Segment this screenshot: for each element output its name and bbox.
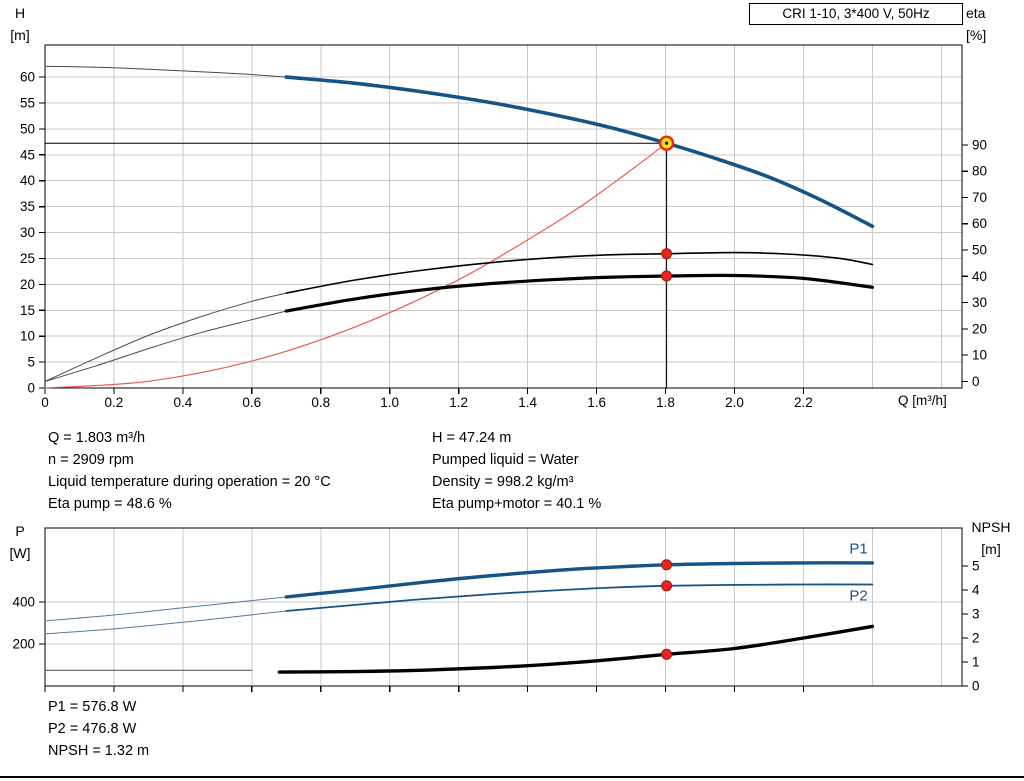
tick-label: 0: [27, 381, 35, 396]
tick-label: 0.2: [105, 395, 124, 410]
eta-pump-curve: [285, 251, 874, 294]
tick-label: 400: [12, 595, 35, 610]
tick-label: 200: [12, 637, 35, 652]
p1-lead: [44, 596, 287, 622]
info-line-p2: P2 = 476.8 W: [48, 721, 137, 737]
tick-label: 90: [972, 137, 987, 152]
power-axis-symbol: P: [15, 523, 25, 539]
tick-label: 5: [972, 558, 980, 573]
duty-dot-marker: [661, 248, 673, 260]
duty-dot-marker: [661, 648, 673, 660]
duty-dot-marker: [661, 559, 673, 571]
tick-label: 50: [20, 121, 35, 136]
series-label-p1: P1: [849, 540, 867, 557]
tick-label: 1.0: [380, 395, 399, 410]
tick-label: 30: [972, 295, 987, 310]
tick-label: 15: [20, 303, 35, 318]
tick-label: 45: [20, 147, 35, 162]
flow-axis-label: Q [m³/h]: [898, 393, 947, 408]
eta-pump-motor-curve: [284, 273, 874, 313]
tick-label: 1: [972, 655, 980, 670]
tick-label: 60: [972, 216, 987, 231]
tick-label: 60: [20, 70, 35, 85]
eta-axis-symbol: eta: [966, 5, 986, 21]
page-bottom-rule: [0, 776, 1024, 778]
tick-label: 0.4: [174, 395, 193, 410]
tick-label: 4: [972, 583, 980, 598]
plot-frame: [44, 527, 963, 687]
power-info-column: P1 = 576.8 W P2 = 476.8 W NPSH = 1.32 m: [48, 696, 149, 762]
p2-curve: [285, 583, 874, 612]
tick-label: 1.8: [656, 395, 675, 410]
tick-label: 40: [20, 173, 35, 188]
p2-lead: [44, 610, 287, 635]
pump-curve-lead: [44, 65, 287, 78]
npsh-axis-label: NPSH [m]: [962, 516, 1020, 560]
duty-info-right-column: H = 47.24 m Pumped liquid = Water Densit…: [432, 427, 601, 515]
head-axis-symbol: H: [14, 5, 26, 21]
info-line-eta-pump: Eta pump = 48.6 %: [48, 496, 172, 512]
tick-label: 2: [972, 631, 980, 646]
system-curve: [44, 142, 668, 389]
tick-label: 2.2: [794, 395, 813, 410]
duty-point-center: [665, 141, 669, 145]
npsh-axis-unit: [m]: [981, 541, 1001, 557]
info-line-speed: n = 2909 rpm: [48, 452, 134, 468]
info-line-liquid: Pumped liquid = Water: [432, 452, 579, 468]
tick-label: 0.6: [242, 395, 261, 410]
info-line-flow: Q = 1.803 m³/h: [48, 430, 146, 446]
tick-label: 40: [972, 269, 987, 284]
eta-pump-lead: [44, 292, 287, 382]
eta-pump-motor-lead: [44, 310, 287, 382]
tick-label: 70: [972, 190, 987, 205]
tick-label: 20: [20, 277, 35, 292]
tick-label: 1.6: [587, 395, 606, 410]
tick-label: 25: [20, 251, 35, 266]
tick-label: 10: [20, 329, 35, 344]
head-axis-label: H [m]: [2, 2, 38, 46]
eta-axis-label: eta [%]: [966, 2, 1012, 46]
tick-label: 0.8: [311, 395, 330, 410]
tick-label: 20: [972, 321, 987, 336]
tick-label: 35: [20, 199, 35, 214]
info-line-head: H = 47.24 m: [432, 430, 512, 446]
tick-label: 1.2: [449, 395, 468, 410]
tick-label: 80: [972, 164, 987, 179]
npsh-axis-symbol: NPSH: [971, 519, 1011, 535]
series-label-p2: P2: [849, 588, 867, 605]
tick-label: 0: [972, 374, 980, 389]
info-line-eta-pump-motor: Eta pump+motor = 40.1 %: [432, 496, 602, 512]
tick-label: 5: [27, 355, 35, 370]
info-line-npsh: NPSH = 1.32 m: [48, 743, 150, 759]
p1-curve: [284, 561, 875, 599]
tick-label: 0: [972, 679, 980, 694]
tick-label: 1.4: [518, 395, 537, 410]
tick-label: 50: [972, 243, 987, 258]
tick-label: 10: [972, 348, 987, 363]
pump-title-box: CRI 1-10, 3*400 V, 50Hz: [749, 3, 963, 25]
info-line-temperature: Liquid temperature during operation = 20…: [48, 474, 331, 490]
duty-dot-marker: [661, 580, 673, 592]
duty-dot-marker: [661, 270, 673, 282]
power-axis-unit: [W]: [9, 545, 31, 561]
power-axis-label: P [W]: [2, 520, 38, 564]
tick-label: 30: [20, 225, 35, 240]
tick-label: 3: [972, 607, 980, 622]
tick-label: 55: [20, 96, 35, 111]
plot-frame: [44, 44, 963, 389]
pump-curve: [284, 75, 875, 229]
duty-info-left-column: Q = 1.803 m³/h n = 2909 rpm Liquid tempe…: [48, 427, 331, 515]
info-line-p1: P1 = 576.8 W: [48, 699, 137, 715]
tick-label: 2.0: [725, 395, 744, 410]
tick-label: 0: [41, 395, 49, 410]
eta-axis-unit: [%]: [966, 27, 987, 43]
info-line-density: Density = 998.2 kg/m³: [432, 474, 574, 490]
head-axis-unit: [m]: [10, 27, 30, 43]
npsh-curve: [277, 624, 875, 674]
